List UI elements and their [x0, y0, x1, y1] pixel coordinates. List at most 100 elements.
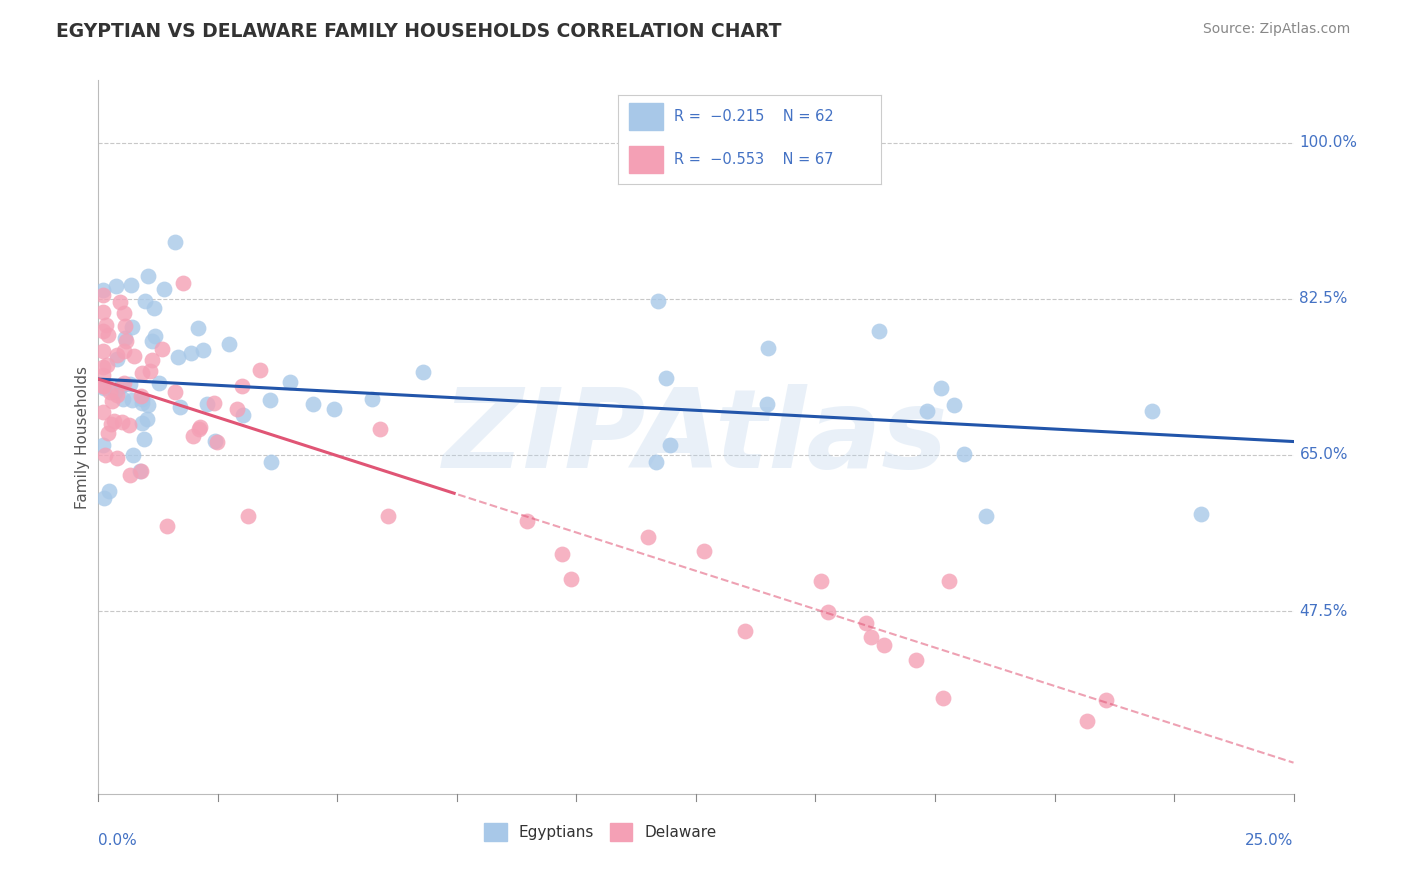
Point: [118, 417, 141, 432]
Point: [166, 351, 188, 365]
Point: [204, 434, 226, 448]
Point: [121, 319, 143, 334]
Point: [551, 547, 574, 561]
Text: 0.0%: 0.0%: [98, 833, 138, 848]
Point: [868, 324, 890, 338]
Point: [93, 381, 115, 395]
Point: [938, 574, 960, 588]
Legend: Egyptians, Delaware: Egyptians, Delaware: [478, 817, 723, 847]
Point: [112, 344, 135, 359]
Point: [141, 353, 163, 368]
Point: [97, 483, 120, 498]
Point: [118, 377, 141, 392]
Point: [238, 509, 260, 524]
Point: [110, 378, 132, 392]
Point: [817, 605, 839, 619]
Point: [756, 341, 779, 355]
Point: [105, 450, 128, 465]
Point: [128, 464, 150, 478]
Point: [91, 438, 114, 452]
Point: [121, 392, 143, 407]
Point: [112, 376, 135, 390]
Point: [412, 365, 434, 379]
Point: [377, 508, 399, 523]
Point: [91, 379, 114, 393]
Point: [855, 616, 877, 631]
Point: [148, 376, 170, 390]
Point: [91, 287, 114, 301]
Point: [943, 398, 966, 412]
Point: [91, 368, 114, 383]
Point: [100, 393, 122, 408]
Point: [94, 448, 117, 462]
Point: [91, 304, 114, 318]
Point: [202, 396, 225, 410]
Point: [111, 392, 134, 406]
Point: [91, 324, 114, 338]
Point: [953, 447, 976, 461]
Point: [658, 437, 681, 451]
Point: [917, 404, 939, 418]
Point: [181, 428, 204, 442]
Point: [655, 371, 678, 385]
Text: 82.5%: 82.5%: [1299, 292, 1348, 306]
Point: [132, 432, 155, 446]
Point: [114, 318, 136, 333]
Point: [932, 691, 955, 706]
Point: [135, 411, 157, 425]
Point: [232, 409, 254, 423]
Point: [94, 318, 117, 333]
Point: [188, 422, 211, 436]
Point: [138, 363, 160, 377]
Text: 47.5%: 47.5%: [1299, 604, 1348, 618]
Point: [302, 396, 325, 410]
Point: [110, 379, 132, 393]
Point: [195, 397, 218, 411]
Point: [1095, 693, 1118, 707]
Point: [905, 653, 928, 667]
Y-axis label: Family Households: Family Households: [75, 366, 90, 508]
Point: [873, 638, 896, 652]
Point: [734, 624, 756, 639]
Point: [361, 392, 384, 407]
Point: [114, 331, 136, 345]
Point: [129, 464, 152, 478]
Point: [156, 519, 179, 533]
Point: [187, 321, 209, 335]
Point: [693, 544, 716, 558]
Point: [104, 385, 127, 400]
Point: [96, 358, 118, 372]
Point: [93, 491, 115, 506]
Point: [122, 349, 145, 363]
Point: [974, 508, 997, 523]
Point: [142, 301, 165, 315]
Point: [226, 402, 249, 417]
Point: [104, 279, 127, 293]
Point: [141, 334, 163, 348]
Point: [152, 342, 174, 356]
Point: [136, 268, 159, 283]
Point: [929, 381, 952, 395]
Point: [134, 293, 156, 308]
Text: 25.0%: 25.0%: [1246, 833, 1294, 848]
Point: [560, 572, 582, 586]
Point: [153, 282, 176, 296]
Point: [105, 348, 128, 362]
Point: [647, 294, 669, 309]
Point: [120, 278, 142, 293]
Point: [97, 328, 120, 343]
Point: [165, 384, 187, 399]
Point: [1140, 403, 1163, 417]
Point: [637, 530, 659, 544]
Point: [110, 415, 132, 429]
Point: [100, 417, 122, 432]
Point: [193, 343, 215, 358]
Point: [131, 392, 153, 406]
Point: [131, 417, 153, 431]
Point: [136, 398, 159, 412]
Point: [131, 396, 153, 410]
Point: [810, 574, 832, 589]
Point: [91, 343, 114, 358]
Text: 65.0%: 65.0%: [1299, 448, 1348, 462]
Point: [645, 455, 668, 469]
